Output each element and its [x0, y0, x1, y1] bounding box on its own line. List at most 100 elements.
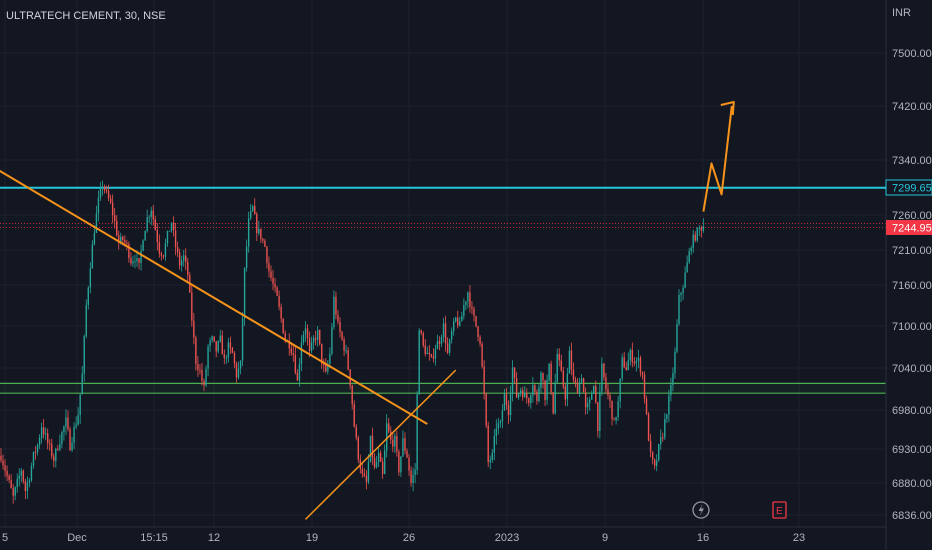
candle-body	[536, 391, 538, 402]
candle-body	[452, 321, 455, 332]
candle-body	[10, 479, 12, 489]
candle-body	[479, 337, 481, 344]
candle-body	[258, 228, 260, 234]
candle-body	[77, 415, 79, 425]
candle-body	[599, 391, 601, 431]
time-tick-label: 12	[208, 532, 220, 544]
candle-body	[288, 340, 290, 349]
last-price-label: 7244.95	[892, 223, 932, 235]
candle-body	[132, 261, 134, 264]
descending-trendline	[0, 169, 428, 425]
earnings-event-icon[interactable]: E	[772, 501, 787, 519]
time-tick-label: 19	[306, 532, 318, 544]
time-tick-label: 16	[697, 532, 709, 544]
candle-body	[355, 426, 357, 438]
candle-body	[605, 377, 607, 390]
candle-body	[124, 240, 126, 243]
candle-body	[493, 436, 495, 453]
candle-body	[65, 417, 67, 427]
candle-body	[191, 292, 193, 321]
candle-body	[668, 395, 670, 415]
candle-body	[146, 217, 148, 232]
candle-body	[469, 292, 471, 307]
candle-body	[627, 360, 629, 371]
candle-body	[396, 435, 398, 452]
time-axis[interactable]: 5 Dec 15:15 12 19 26 2023 9 16 23	[0, 526, 886, 544]
candle-body	[2, 460, 4, 466]
candle-body	[653, 459, 656, 466]
candle-body	[357, 437, 359, 460]
candle-body	[256, 214, 258, 234]
candle-body	[233, 353, 236, 364]
candle-body	[692, 234, 694, 248]
candle-body	[296, 372, 299, 381]
candle-body	[576, 382, 579, 394]
candle-body	[534, 385, 536, 392]
candle-body	[0, 455, 2, 461]
candle-body	[193, 320, 195, 338]
candle-body	[312, 337, 315, 343]
time-tick-label: 15:15	[140, 532, 168, 544]
candle-body	[607, 389, 609, 396]
candle-body	[343, 339, 345, 351]
candle-body	[619, 378, 621, 402]
candle-body	[235, 363, 238, 378]
candle-body	[215, 341, 217, 352]
svg-text:E: E	[776, 506, 783, 517]
candle-body	[105, 190, 108, 192]
price-tick-label: 6930.00	[892, 444, 932, 456]
candle-body	[170, 222, 173, 231]
candle-body	[203, 380, 205, 386]
candle-body	[702, 226, 705, 231]
candle-body	[408, 457, 410, 471]
trendlines[interactable]	[0, 101, 735, 520]
candle-body	[40, 427, 43, 438]
candle-body	[314, 337, 317, 340]
candle-body	[570, 350, 573, 370]
candle-body	[254, 206, 256, 215]
candle-body	[294, 354, 297, 373]
candle-body	[49, 442, 51, 445]
candle-body	[412, 475, 414, 483]
candle-body	[556, 353, 558, 382]
candle-body	[637, 357, 640, 361]
candle-body	[42, 427, 45, 435]
candle-body	[503, 394, 506, 411]
candle-body	[487, 425, 489, 463]
candle-body	[495, 428, 498, 437]
candle-body	[483, 366, 485, 394]
time-tick-label: 5	[2, 532, 8, 544]
candle-body	[81, 373, 83, 395]
currency-label: INR	[892, 7, 911, 19]
candle-body	[522, 390, 524, 398]
candle-body	[649, 440, 652, 452]
price-tick-label: 7260.00	[892, 210, 932, 222]
candle-body	[67, 417, 69, 429]
candle-body	[34, 451, 37, 453]
candle-body	[617, 401, 619, 418]
candle-body	[290, 348, 292, 354]
resistance-price-label: 7299.65	[892, 183, 932, 195]
candle-body	[24, 481, 27, 492]
candle-body	[509, 393, 512, 416]
candle-body	[327, 363, 329, 372]
candle-body	[444, 323, 447, 344]
candle-body	[239, 360, 242, 369]
candle-body	[674, 351, 676, 374]
candle-body	[292, 353, 295, 355]
candle-body	[6, 471, 8, 476]
candle-body	[530, 395, 532, 404]
candle-body	[272, 277, 274, 284]
candle-body	[554, 381, 556, 414]
candle-body	[162, 255, 165, 257]
candle-body	[459, 321, 461, 326]
candle-body	[438, 341, 441, 344]
candlestick-series	[0, 180, 705, 504]
candle-body	[501, 410, 504, 422]
candle-body	[615, 417, 617, 421]
candle-body	[550, 363, 552, 393]
candle-body	[392, 439, 394, 447]
event-icon-timer[interactable]	[692, 501, 710, 519]
price-axis[interactable]: 7500.00 7420.00 7340.00 7260.00 7210.00 7160.…	[885, 0, 932, 550]
